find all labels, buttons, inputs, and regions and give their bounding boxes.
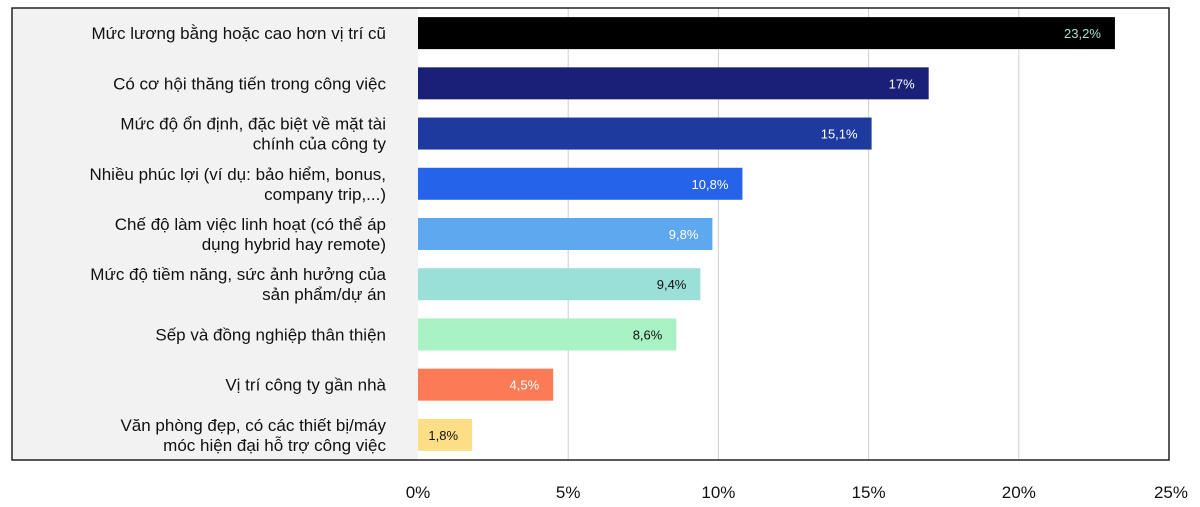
category-label: Chế độ làm việc linh hoạt (có thể áp dụng… <box>115 215 386 254</box>
category-label: Văn phòng đẹp, có các thiết bị/máy móc hi… <box>120 416 386 455</box>
bar <box>418 67 929 100</box>
data-label: 10,8% <box>692 177 729 192</box>
data-label: 9,4% <box>657 277 687 292</box>
category-label-line: Chế độ làm việc linh hoạt (có thể áp <box>115 215 386 234</box>
data-label: 8,6% <box>633 327 663 342</box>
bar <box>418 218 713 250</box>
data-label: 23,2% <box>1064 26 1101 41</box>
category-label-panel <box>12 8 418 460</box>
data-label: 9,8% <box>669 227 699 242</box>
category-label: Mức độ tiềm năng, sức ảnh hưởng của sản p… <box>90 265 386 304</box>
category-label-line: chính của công ty <box>253 135 387 154</box>
category-label-line: company trip,...) <box>264 185 386 204</box>
category-label-line: Nhiều phúc lợi (ví dụ: bảo hiểm, bonus, <box>89 165 386 184</box>
category-label-line: Vị trí công ty gần nhà <box>225 376 386 395</box>
value-labels: 23,2% 17% 15,1% 10,8% 9,8% 9,4% 8,6% 4,5% 1,8% <box>428 26 1101 443</box>
data-label: 4,5% <box>510 378 540 393</box>
x-tick-label: 0% <box>406 483 431 502</box>
x-tick-label: 5% <box>556 483 581 502</box>
category-label-line: Sếp và đồng nghiệp thân thiện <box>155 325 386 344</box>
category-label-line: sản phẩm/dự án <box>262 285 386 304</box>
category-label: Mức độ ổn định, đặc biệt về mặt tài chính… <box>120 115 386 154</box>
x-tick-label: 15% <box>852 483 886 502</box>
x-tick-label: 25% <box>1154 483 1188 502</box>
category-label: Có cơ hội thăng tiến trong công việc <box>113 74 386 93</box>
x-tick-label: 10% <box>701 483 735 502</box>
x-axis-tick-labels: 0% 5% 10% 15% 20% 25% <box>406 483 1188 502</box>
category-label: Nhiều phúc lợi (ví dụ: bảo hiểm, bonus, c… <box>89 165 386 204</box>
bar <box>418 418 473 451</box>
category-label: Mức lương bằng hoặc cao hơn vị trí cũ <box>91 24 386 43</box>
category-label-line: dụng hybrid hay remote) <box>202 235 386 254</box>
data-label: 1,8% <box>428 428 458 443</box>
category-label: Sếp và đồng nghiệp thân thiện <box>155 325 386 344</box>
bar <box>418 318 677 351</box>
category-label-line: Mức lương bằng hoặc cao hơn vị trí cũ <box>91 24 386 43</box>
category-label-line: Văn phòng đẹp, có các thiết bị/máy <box>120 416 386 435</box>
bar <box>418 17 1115 50</box>
plot-frame <box>11 7 1170 461</box>
x-tick-label: 20% <box>1002 483 1036 502</box>
bar <box>418 268 701 301</box>
category-labels: Mức lương bằng hoặc cao hơn vị trí cũ Có … <box>89 24 386 455</box>
category-label: Vị trí công ty gần nhà <box>225 376 386 395</box>
category-label-line: Mức độ tiềm năng, sức ảnh hưởng của <box>90 265 386 284</box>
bar <box>418 167 743 200</box>
category-label-line: Có cơ hội thăng tiến trong công việc <box>113 74 386 93</box>
data-label: 15,1% <box>821 127 858 142</box>
data-label: 17% <box>889 76 915 91</box>
bars <box>418 17 1115 451</box>
category-label-line: móc hiện đại hỗ trợ công việc <box>163 436 386 455</box>
bar <box>418 368 554 401</box>
bar <box>418 117 872 150</box>
category-label-line: Mức độ ổn định, đặc biệt về mặt tài <box>120 115 386 134</box>
